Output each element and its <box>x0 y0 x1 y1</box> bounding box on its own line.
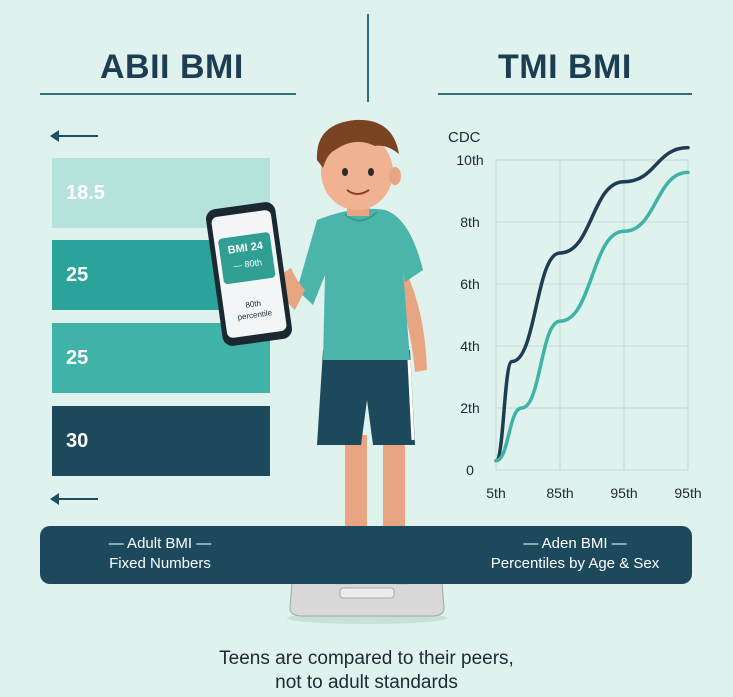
banner-left: — Adult BMI — Fixed Numbers <box>60 534 260 574</box>
series-line-1 <box>494 145 690 463</box>
chart-grid <box>495 159 689 471</box>
center-divider <box>367 14 369 102</box>
comparison-banner <box>40 526 692 584</box>
x-tick-label: 95th <box>674 485 701 501</box>
left-title-rule <box>40 93 296 95</box>
bmi-bar-label: 25 <box>66 264 89 286</box>
phone-screen: BMI 24 — 80th 80th percentile <box>210 209 288 339</box>
y-tick-label: 4th <box>460 338 479 354</box>
bmi-bar-label: 25 <box>66 347 89 369</box>
teen-boy-illustration <box>275 119 428 585</box>
bmi-bar-1: 18.5 <box>52 158 270 228</box>
phone-bmi-card: BMI 24 — 80th <box>217 231 276 285</box>
right-title: TMI BMI <box>498 48 632 86</box>
y-tick-label: 2th <box>460 400 479 416</box>
left-title: ABII BMI <box>100 48 244 86</box>
bmi-bar-4: 30 <box>52 406 270 476</box>
phone-percentile-value: — 80th <box>232 257 263 272</box>
x-tick-label: 5th <box>486 485 505 501</box>
y-tick-label: 8th <box>460 214 479 230</box>
footer-line-1: Teens are compared to their peers, <box>219 648 514 669</box>
chart-lines <box>494 145 690 463</box>
banner-right-title: — Aden BMI — <box>523 535 627 552</box>
banner-left-title: — Adult BMI — <box>108 535 212 552</box>
chart-x-ticks: 5th 85th 95th 95th <box>486 485 701 501</box>
bmi-bar-label: 18.5 <box>66 182 105 204</box>
bottom-left-arrow-icon <box>50 493 98 505</box>
banner-right-subtitle: Percentiles by Age & Sex <box>490 555 660 572</box>
chart-y-ticks: 0 2th 4th 6th 8th 10th <box>456 152 483 478</box>
phone-bmi-value: BMI 24 <box>226 239 264 257</box>
series-line-2 <box>494 170 690 463</box>
y-tick-label: 6th <box>460 276 479 292</box>
y-tick-label: 0 <box>466 462 474 478</box>
top-left-arrow-icon <box>50 130 98 142</box>
bmi-bar-label: 30 <box>66 430 89 452</box>
x-tick-label: 95th <box>610 485 637 501</box>
percentile-chart: CDC 0 2th 4th 6th 8th 10th 5th 85th 95th 95th <box>448 129 702 501</box>
y-tick-label: 10th <box>456 152 483 168</box>
x-tick-label: 85th <box>546 485 573 501</box>
banner-left-subtitle: Fixed Numbers <box>109 555 211 572</box>
chart-title: CDC <box>448 129 481 146</box>
banner-right: — Aden BMI — Percentiles by Age & Sex <box>472 534 678 574</box>
footer-line-2: not to adult standards <box>275 672 458 693</box>
phone-percentile-label: 80th percentile <box>227 295 282 324</box>
right-title-rule <box>438 93 692 95</box>
